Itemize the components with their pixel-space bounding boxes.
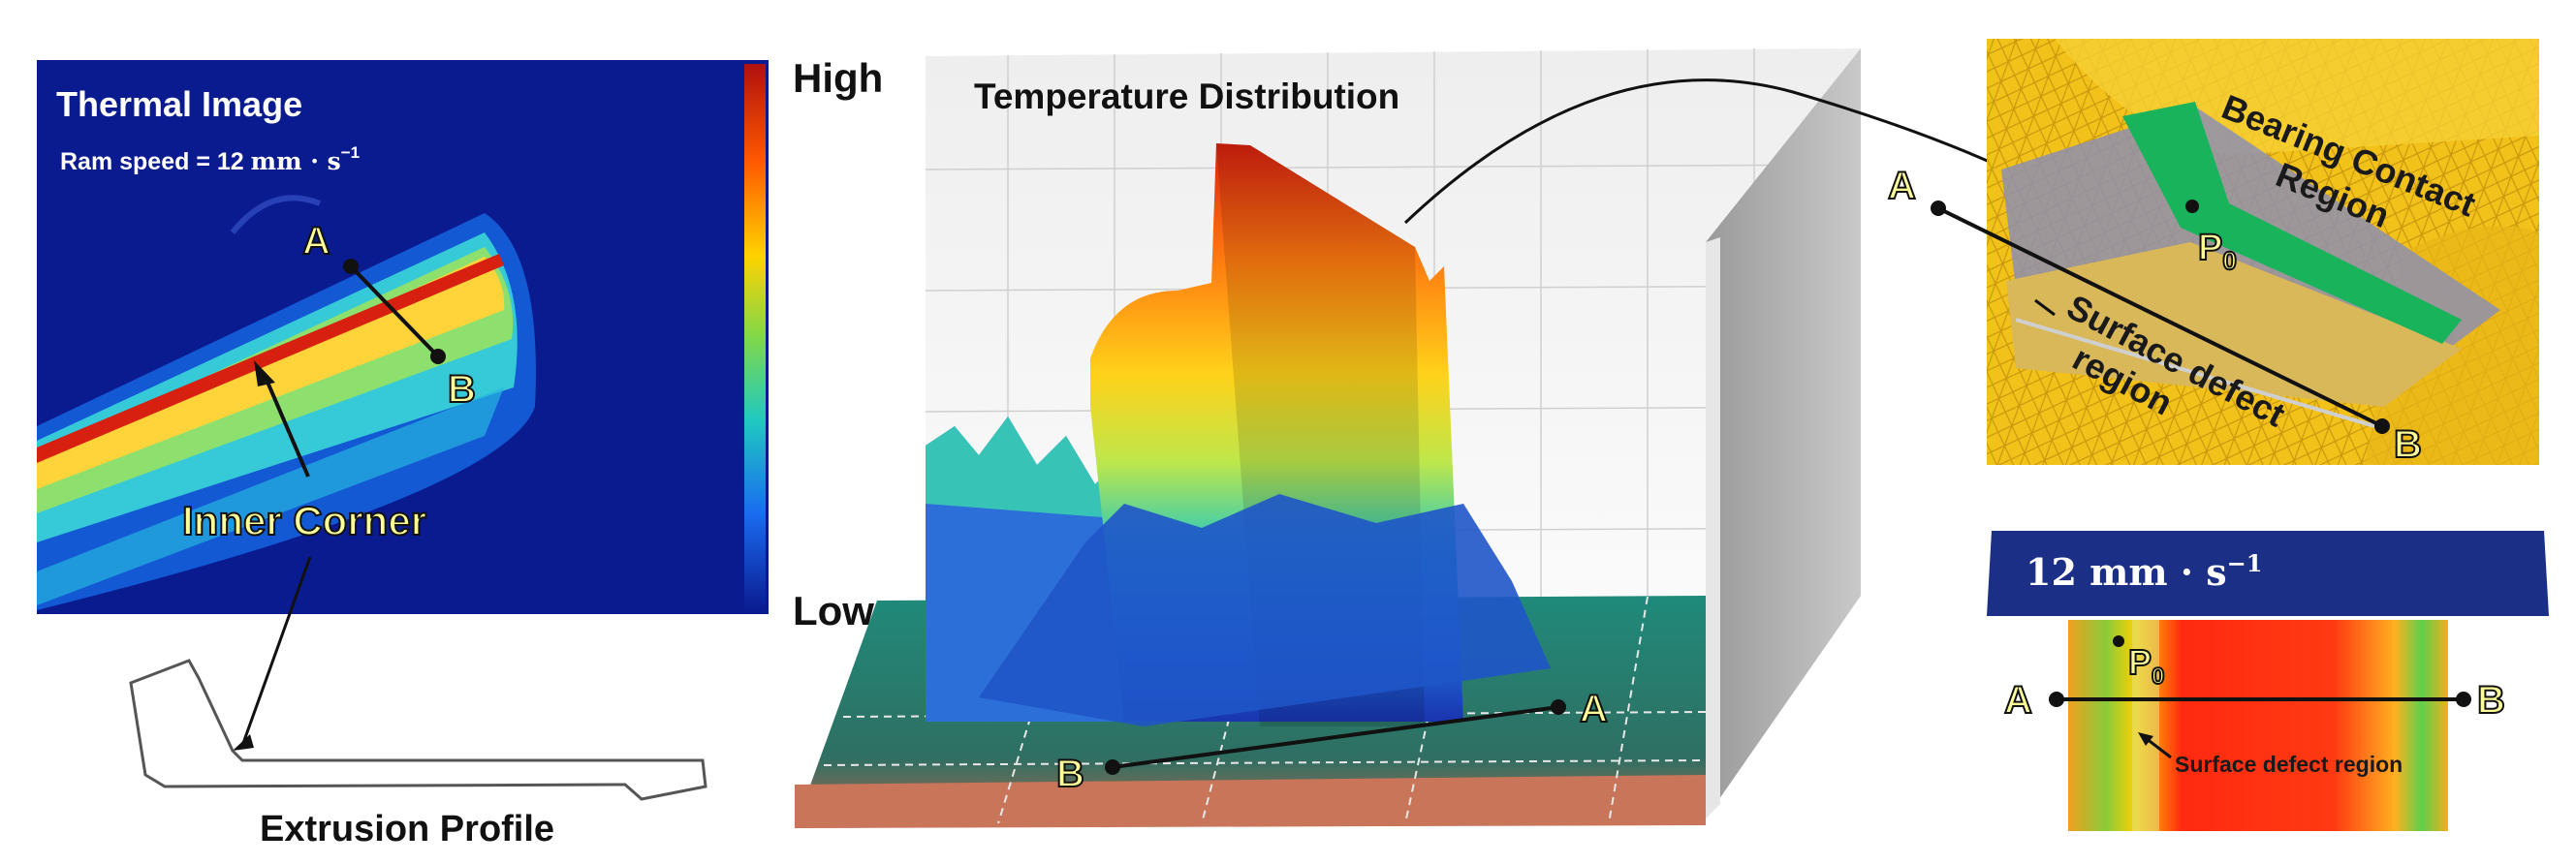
section-defect-streak	[2132, 620, 2159, 831]
die-outline	[230, 195, 322, 234]
thermal-point-a	[343, 259, 359, 274]
surface-base	[979, 494, 1551, 726]
cross-section-panel: 12 mm · s−1 A B P0 Surface defect region	[1987, 531, 2549, 831]
side-wall-edge	[1706, 237, 1720, 818]
inner-corner-label: Inner Corner	[182, 498, 426, 543]
ram-speed-label: Ram speed = 12 mm · s−1	[60, 143, 360, 175]
extrusion-profile: Extrusion Profile	[129, 556, 707, 849]
distribution-ab-line	[1112, 705, 1559, 769]
section-defect-pointer	[2145, 736, 2172, 759]
simulation-point-p0	[2185, 200, 2199, 213]
profile-pointer-line	[240, 556, 312, 747]
distribution-label-b: B	[1056, 753, 1084, 795]
profile-caption: Extrusion Profile	[260, 809, 554, 849]
simulation-point-b	[2374, 418, 2390, 434]
section-speed-label: 12 mm · s−1	[2026, 549, 2262, 594]
distribution-point-a	[1551, 699, 1566, 715]
thermal-image-panel: Thermal Image Ram speed = 12 mm · s−1 A …	[37, 60, 769, 614]
extrudate-surface	[2006, 242, 2462, 407]
inner-corner-arrowhead	[254, 360, 275, 386]
thermal-point-b	[430, 349, 446, 364]
thermal-ab-line	[349, 264, 440, 358]
section-point-b	[2456, 692, 2471, 707]
section-point-a	[2049, 692, 2064, 707]
distribution-title: Temperature Distribution	[974, 77, 1399, 116]
distribution-label-a: A	[1580, 688, 1608, 730]
thermal-label-a: A	[302, 220, 330, 262]
section-defect-caption: Surface defect region	[2175, 752, 2403, 777]
thermal-colorbar	[744, 64, 766, 612]
section-defect-arrowhead	[2138, 732, 2153, 746]
section-label-p0: P0	[2128, 642, 2164, 690]
simulation-label-p0: P0	[2198, 228, 2237, 275]
side-wall	[1706, 48, 1861, 818]
billet-yellow-band	[37, 257, 505, 489]
speed-band	[1987, 531, 2549, 616]
simulation-point-a	[1931, 201, 1946, 216]
section-temperature-map	[2068, 620, 2448, 831]
simulation-panel: A B P0 Bearing Contact Region Surface de…	[1887, 39, 2539, 467]
surface-defect-pointer	[2034, 298, 2056, 317]
billet-lower-band	[37, 387, 504, 605]
bearing-contact-region	[2122, 102, 2462, 344]
profile-pointer-head	[233, 734, 254, 751]
simulation-label-a: A	[1888, 165, 1916, 207]
section-label-b: B	[2477, 679, 2505, 722]
section-label-a: A	[2004, 679, 2032, 722]
simulation-ab-line	[1937, 206, 2383, 428]
floor-front-strip	[795, 775, 1706, 828]
inner-corner-arrow	[262, 372, 310, 478]
simulation-label-b: B	[2394, 423, 2422, 466]
thermal-title: Thermal Image	[56, 84, 302, 124]
section-point-p0	[2113, 635, 2124, 647]
distribution-point-b	[1105, 759, 1120, 775]
surface-defect-line	[2015, 318, 2375, 428]
thermal-label-b: B	[448, 368, 476, 411]
colorbar-low-label: Low	[793, 588, 874, 633]
temperature-distribution-panel: B A Temperature Distribution	[795, 48, 1862, 828]
colorbar-high-label: High	[793, 55, 883, 101]
profile-outline	[129, 659, 707, 801]
